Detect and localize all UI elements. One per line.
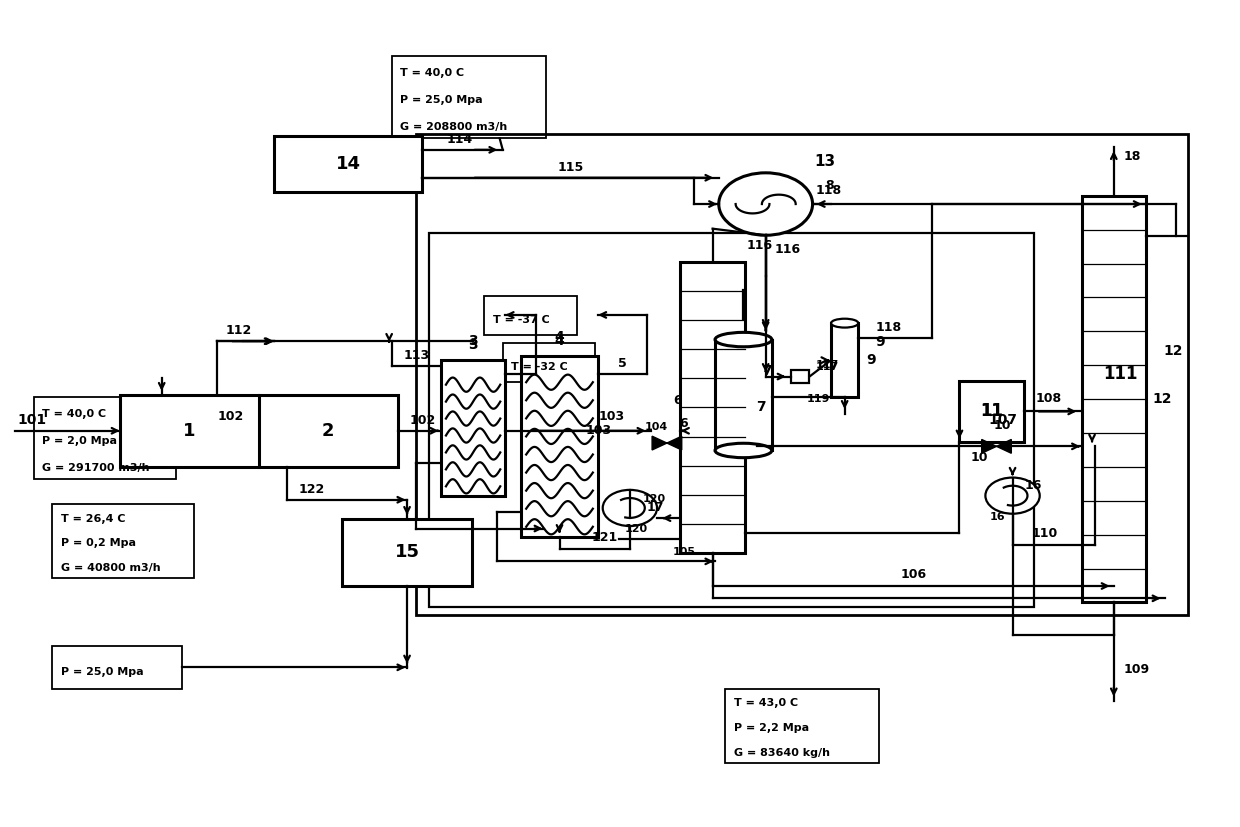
Text: T = 40,0 C: T = 40,0 C — [42, 409, 107, 418]
Bar — [502, 343, 595, 382]
Text: 113: 113 — [403, 349, 429, 361]
Text: 3: 3 — [469, 334, 477, 348]
Text: 11: 11 — [980, 403, 1003, 420]
Text: P = 2,2 Mpa: P = 2,2 Mpa — [734, 723, 808, 733]
Text: 3: 3 — [469, 338, 477, 352]
Bar — [960, 380, 1024, 442]
Bar — [441, 360, 505, 495]
Text: 112: 112 — [226, 324, 252, 337]
Text: 120: 120 — [642, 494, 666, 504]
Text: 18: 18 — [1123, 150, 1141, 163]
Ellipse shape — [831, 318, 858, 327]
Text: 106: 106 — [900, 568, 926, 581]
Text: G = 208800 m3/h: G = 208800 m3/h — [401, 122, 507, 132]
Bar — [681, 261, 745, 553]
Text: 118: 118 — [816, 184, 842, 198]
Text: 2: 2 — [322, 422, 335, 440]
Text: G = 291700 m3/h: G = 291700 m3/h — [42, 463, 150, 473]
Polygon shape — [982, 439, 1012, 453]
Text: 16: 16 — [1025, 479, 1043, 491]
Text: 107: 107 — [988, 413, 1017, 427]
Text: 102: 102 — [409, 414, 435, 427]
Text: 1: 1 — [184, 422, 196, 440]
Bar — [715, 340, 771, 451]
Ellipse shape — [715, 332, 771, 347]
Bar — [791, 370, 810, 383]
Text: 115: 115 — [558, 160, 584, 174]
Text: 15: 15 — [394, 543, 419, 562]
Text: 105: 105 — [672, 547, 696, 557]
Text: 118: 118 — [875, 321, 903, 334]
Polygon shape — [652, 436, 682, 450]
Text: 101: 101 — [17, 413, 47, 427]
Text: 121: 121 — [591, 531, 619, 544]
Bar — [392, 56, 546, 138]
Text: T = 43,0 C: T = 43,0 C — [734, 699, 797, 709]
Circle shape — [603, 490, 657, 526]
Text: 120: 120 — [625, 524, 647, 534]
Text: 9: 9 — [866, 353, 875, 367]
Bar — [417, 134, 1188, 614]
Bar — [429, 232, 1033, 606]
Text: T = 40,0 C: T = 40,0 C — [401, 68, 465, 78]
Text: 4: 4 — [554, 330, 564, 344]
Bar — [120, 394, 398, 467]
Text: 116: 116 — [774, 243, 801, 256]
Text: 117: 117 — [816, 362, 839, 372]
Text: 17: 17 — [646, 501, 663, 514]
Text: 119: 119 — [806, 394, 830, 404]
Text: T = 26,4 C: T = 26,4 C — [61, 514, 125, 523]
Text: 9: 9 — [875, 335, 885, 349]
Text: T = -37 C: T = -37 C — [492, 315, 549, 325]
Text: 116: 116 — [746, 239, 773, 251]
Text: 11: 11 — [980, 403, 1003, 420]
Bar — [831, 323, 858, 397]
Text: 117: 117 — [816, 361, 839, 370]
Text: T = -32 C: T = -32 C — [511, 361, 568, 371]
Bar — [484, 296, 577, 336]
Text: 6: 6 — [673, 394, 682, 407]
Text: P = 25,0 Mpa: P = 25,0 Mpa — [61, 667, 144, 676]
Bar — [52, 646, 182, 689]
Text: P = 0,2 Mpa: P = 0,2 Mpa — [61, 538, 136, 548]
Text: 102: 102 — [218, 410, 244, 423]
Text: G = 40800 m3/h: G = 40800 m3/h — [61, 563, 160, 573]
Text: 7: 7 — [761, 364, 771, 378]
Text: 103: 103 — [587, 423, 613, 437]
Text: 5: 5 — [618, 357, 627, 370]
Circle shape — [986, 477, 1039, 514]
Bar — [274, 136, 423, 192]
Text: 103: 103 — [599, 410, 625, 423]
Text: 8: 8 — [825, 179, 833, 192]
Bar — [33, 397, 176, 479]
Text: 4: 4 — [554, 334, 564, 348]
Ellipse shape — [715, 443, 771, 457]
Text: 13: 13 — [815, 154, 836, 169]
Text: 6: 6 — [680, 417, 688, 430]
Bar — [52, 504, 195, 578]
Text: 122: 122 — [299, 483, 325, 495]
Text: G = 83640 kg/h: G = 83640 kg/h — [734, 748, 830, 758]
Text: P = 25,0 Mpa: P = 25,0 Mpa — [401, 95, 482, 105]
Bar — [342, 519, 472, 586]
Text: 109: 109 — [1123, 663, 1149, 676]
Text: P = 2,0 Mpa: P = 2,0 Mpa — [42, 436, 118, 446]
Text: 12: 12 — [1163, 345, 1183, 358]
Text: 16: 16 — [990, 512, 1006, 522]
Bar — [521, 356, 598, 537]
Text: 111: 111 — [1102, 366, 1137, 384]
Text: 10: 10 — [971, 452, 988, 465]
Text: 114: 114 — [446, 132, 472, 146]
Text: 12: 12 — [1152, 392, 1172, 406]
Text: 14: 14 — [336, 155, 361, 173]
Text: 7: 7 — [756, 400, 765, 414]
Bar — [1081, 196, 1146, 602]
Text: 10: 10 — [994, 418, 1012, 432]
Text: 108: 108 — [1035, 392, 1061, 405]
Bar — [725, 689, 879, 762]
Text: 110: 110 — [1032, 527, 1058, 540]
Text: 104: 104 — [645, 422, 668, 432]
Circle shape — [719, 173, 812, 235]
